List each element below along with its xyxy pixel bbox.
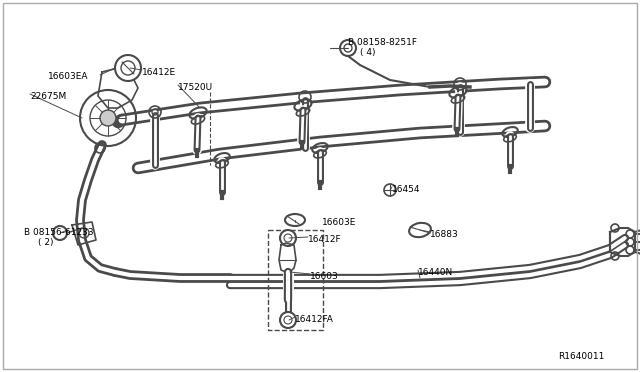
Text: B 08158-8251F: B 08158-8251F (348, 38, 417, 47)
Text: 16603E: 16603E (322, 218, 356, 227)
Text: 16883: 16883 (430, 230, 459, 239)
Text: 16454: 16454 (392, 185, 420, 194)
Text: ( 2): ( 2) (38, 238, 54, 247)
Text: B 08156-61233: B 08156-61233 (24, 228, 93, 237)
Text: 16412E: 16412E (142, 68, 176, 77)
Text: 16440N: 16440N (418, 268, 453, 277)
Text: 22675M: 22675M (30, 92, 67, 101)
Text: 16412F: 16412F (308, 235, 342, 244)
Circle shape (280, 312, 296, 328)
Circle shape (115, 55, 141, 81)
Text: 16412FA: 16412FA (295, 315, 334, 324)
Text: ( 4): ( 4) (360, 48, 376, 57)
Text: 16603: 16603 (310, 272, 339, 281)
Text: R1640011: R1640011 (558, 352, 604, 361)
Circle shape (280, 230, 296, 246)
Text: 16603EA: 16603EA (48, 72, 88, 81)
Circle shape (100, 110, 116, 126)
Text: 17520U: 17520U (178, 83, 213, 92)
